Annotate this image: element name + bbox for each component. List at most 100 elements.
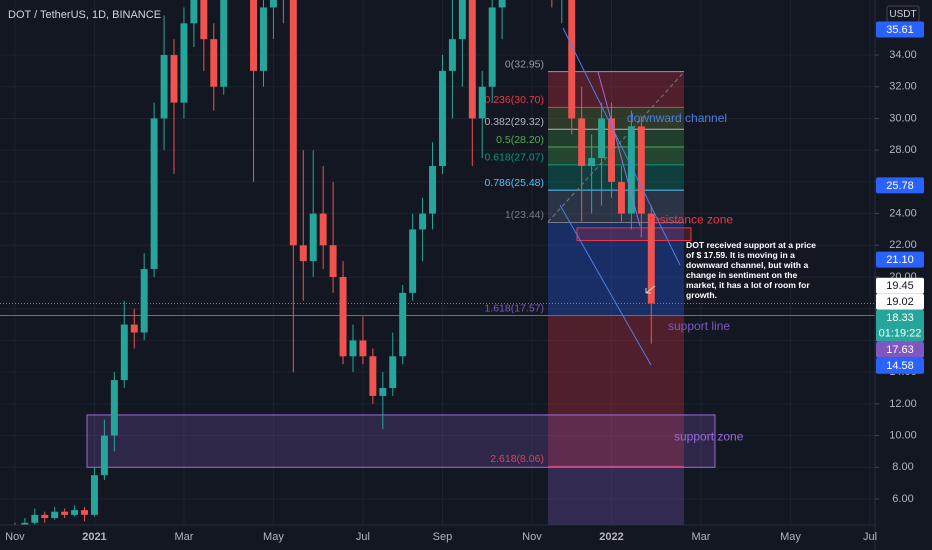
x-tick-label: 2021	[82, 531, 106, 543]
candle-body	[359, 340, 367, 357]
timer: 01:19:22	[879, 328, 922, 340]
candle-body	[130, 324, 138, 333]
candle-body	[51, 511, 59, 519]
price-label: 35.61	[886, 24, 914, 36]
candle-body	[627, 126, 635, 214]
candle-body	[488, 7, 496, 87]
candle-body	[578, 118, 586, 167]
price-label-box	[876, 341, 924, 358]
fib-band	[548, 315, 684, 467]
candle-body	[200, 0, 208, 40]
candle-body	[140, 269, 148, 333]
y-tick-label: 28.00	[889, 144, 917, 156]
candle-body	[21, 522, 29, 525]
candle-body	[90, 475, 98, 515]
candle-body	[617, 181, 625, 214]
x-tick-label: 2022	[599, 531, 623, 543]
candle-body	[289, 0, 297, 246]
candle-body	[608, 118, 615, 182]
price-label: 19.45	[886, 280, 914, 292]
price-label: 25.78	[886, 180, 914, 192]
price-label: 17.63	[886, 344, 914, 356]
price-labels: 35.61 25.78 21.10 19.45 19.02 18.33 01:19:22 17…	[876, 21, 924, 374]
fib-band	[548, 466, 684, 525]
fib-label: 0.618(27.07)	[484, 152, 544, 164]
fib-label: 0.5(28.20)	[496, 134, 544, 146]
y-tick-label: 32.00	[889, 81, 917, 93]
candle-body	[498, 0, 506, 8]
price-label-box	[876, 309, 924, 342]
y-tick-label: 24.00	[889, 207, 917, 219]
fib-band	[548, 190, 684, 223]
candle-body	[419, 213, 427, 230]
x-tick-label: Mar	[174, 531, 193, 543]
candle-body	[448, 39, 456, 71]
candle-body	[647, 213, 655, 304]
chart-title: DOT / TetherUS, 1D, BINANCE	[8, 9, 161, 21]
y-tick-label: 34.00	[889, 49, 917, 61]
x-tick-label: Jul	[863, 531, 877, 543]
candle-body	[120, 324, 128, 381]
drawings	[547, 27, 685, 366]
candle-body	[598, 118, 606, 159]
candle-body	[71, 510, 79, 515]
trend-line	[597, 71, 641, 227]
candle-body	[568, 0, 576, 119]
candle-body	[458, 0, 466, 40]
candle-body	[210, 39, 218, 87]
fibonacci: 0(32.95) 0.236(30.70) 0.382(29.32) 0.5(28.2…	[0, 58, 875, 525]
zone-label: support zone	[674, 429, 744, 443]
candle-body	[379, 388, 387, 396]
x-tick-label: May	[263, 531, 284, 543]
candle-body	[260, 7, 267, 71]
price-label-box	[876, 251, 924, 268]
candle-body	[41, 514, 49, 519]
candle-body	[438, 70, 446, 167]
x-tick-label: Mar	[692, 531, 711, 543]
candle-body	[429, 166, 437, 214]
candle-body	[588, 158, 596, 167]
channel-label: downward channel	[627, 111, 727, 125]
price-label: 18.33	[886, 312, 914, 324]
candle-body	[309, 213, 317, 262]
y-tick-label: 12.00	[889, 398, 917, 410]
candle-body	[100, 435, 108, 476]
support-line-label: support line	[668, 319, 730, 333]
candle-body	[61, 511, 69, 515]
candle-body	[399, 292, 407, 357]
y-tick-label: 8.00	[892, 461, 913, 473]
price-label-box	[876, 277, 924, 294]
price-label-box	[876, 21, 924, 38]
zone-label: resistance zone	[649, 212, 733, 226]
fib-label: 1.618(17.57)	[484, 302, 544, 314]
fib-label: 0.786(25.48)	[484, 177, 544, 189]
candle-body	[409, 229, 417, 293]
zone	[576, 227, 692, 242]
candle-body	[110, 380, 118, 436]
candle-body	[299, 245, 307, 262]
fib-band	[548, 146, 684, 165]
candle-body	[329, 245, 337, 278]
price-label-box	[876, 177, 924, 194]
candle-body	[478, 86, 486, 119]
y-tick-label: 22.00	[889, 239, 917, 251]
x-tick-label: Jul	[356, 531, 370, 543]
candle-body	[269, 0, 277, 8]
currency: USDT	[889, 9, 916, 20]
candle-body	[81, 510, 88, 515]
candle-body	[389, 356, 397, 389]
price-label-box	[876, 357, 924, 374]
fib-label: 0.236(30.70)	[484, 94, 544, 106]
x-tick-label: Nov	[5, 531, 25, 543]
x-tick-label: Sep	[433, 531, 453, 543]
candle-body	[170, 55, 178, 103]
arrow	[645, 285, 656, 294]
candle-body	[349, 340, 357, 357]
price-label: 19.02	[886, 296, 914, 308]
fib-band	[548, 222, 684, 316]
channel-lower	[559, 204, 652, 366]
y-tick-label: 30.00	[889, 112, 917, 124]
candle-body	[150, 118, 158, 270]
